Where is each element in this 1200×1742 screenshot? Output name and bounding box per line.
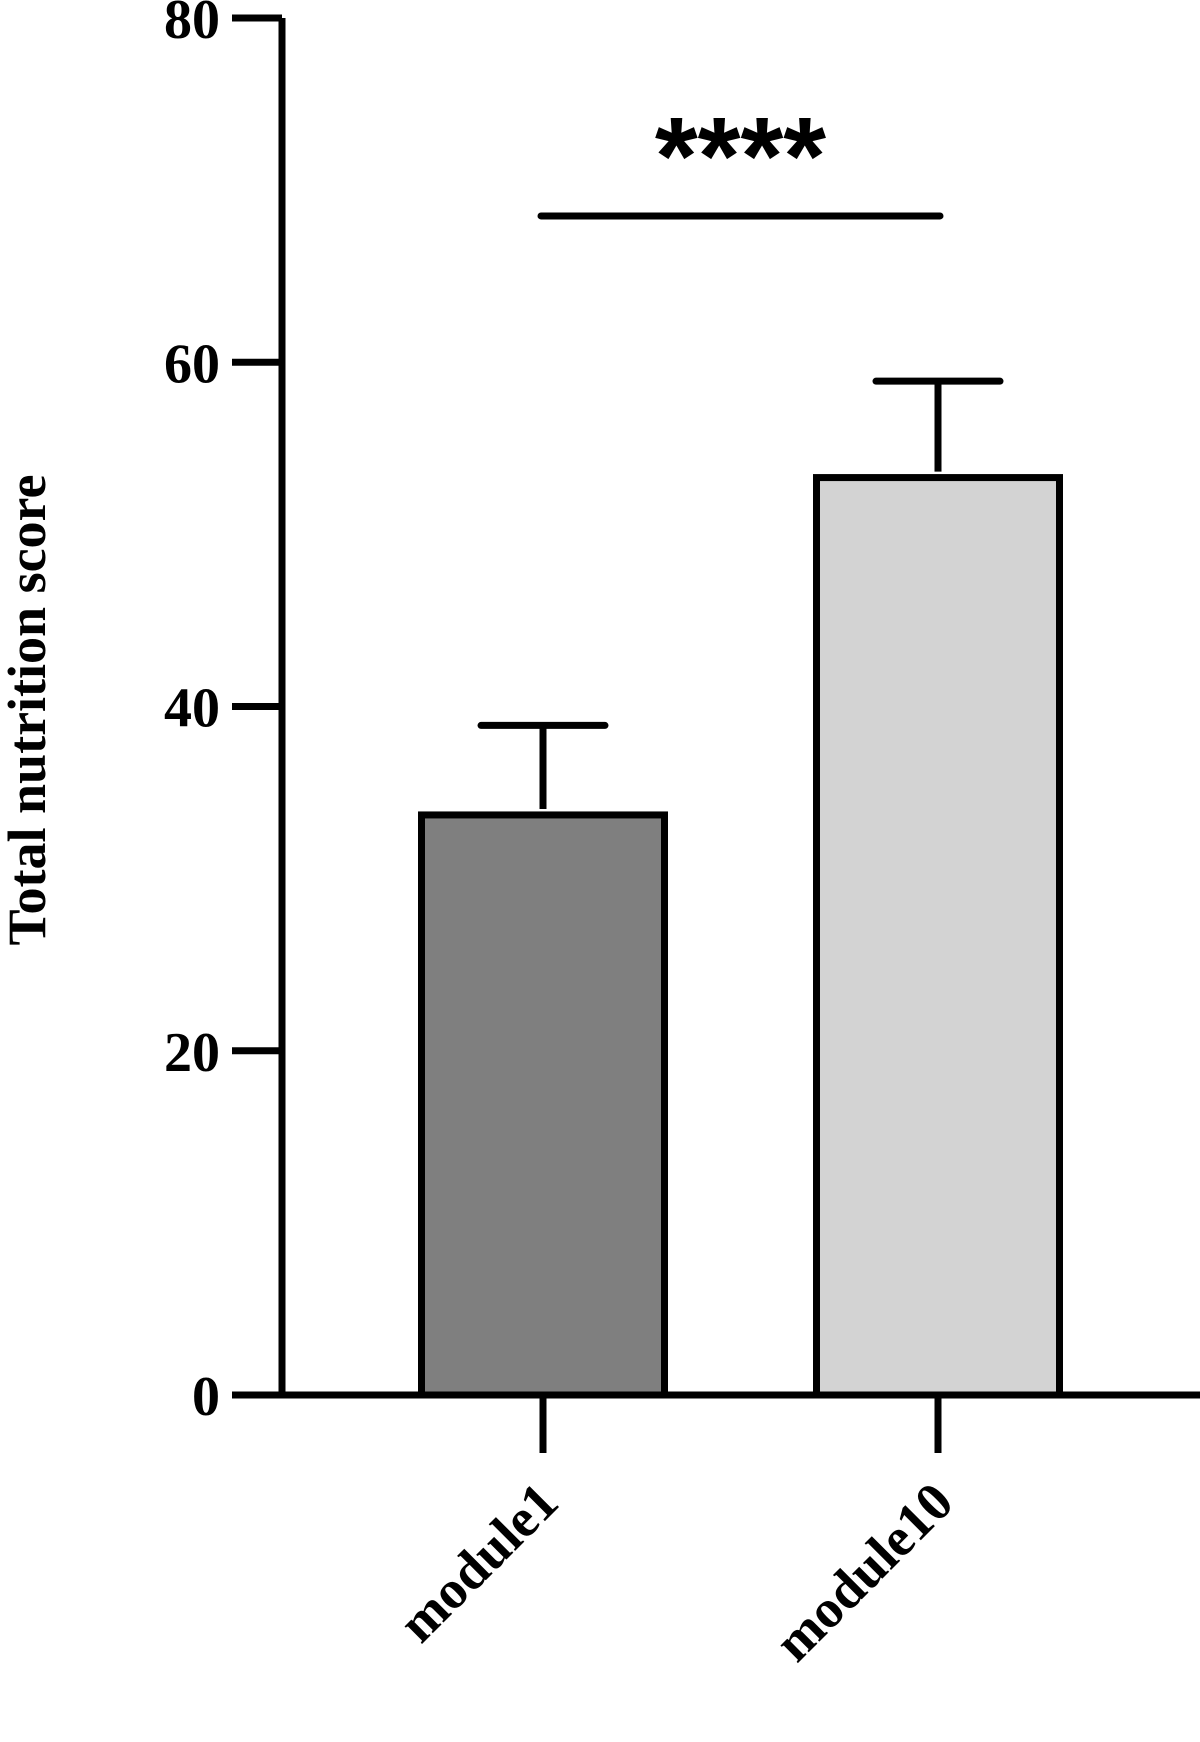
y-tick-label: 60 xyxy=(164,333,220,395)
y-axis: 0 20 40 60 80 xyxy=(164,0,286,1428)
y-tick-label: 0 xyxy=(192,1366,220,1428)
x-axis: module1 module10 xyxy=(232,1391,1200,1673)
significance-label: **** xyxy=(655,95,826,218)
y-tick-label: 40 xyxy=(164,678,220,740)
bars xyxy=(418,377,1063,1399)
bar-module10 xyxy=(813,474,1063,1399)
y-axis-title: Total nutrition score xyxy=(0,474,57,945)
y-tick-label: 20 xyxy=(164,1022,220,1084)
bar-module1 xyxy=(418,811,668,1399)
significance-annotation: **** xyxy=(537,95,944,220)
x-tick-label-module10: module10 xyxy=(763,1471,965,1673)
x-tick-label-module1: module1 xyxy=(387,1471,569,1653)
y-tick-label: 80 xyxy=(164,0,220,51)
